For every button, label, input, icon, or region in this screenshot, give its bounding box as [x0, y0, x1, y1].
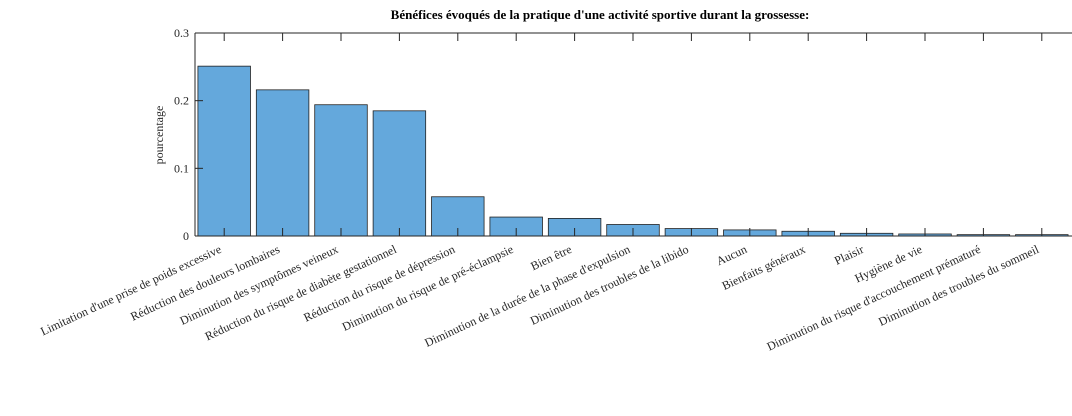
y-tick-label: 0.1: [174, 161, 189, 175]
y-tick-label: 0.3: [174, 26, 189, 40]
bar: [314, 104, 368, 237]
bar: [372, 110, 427, 237]
bar: [255, 89, 310, 237]
y-tick-label: 0.2: [174, 94, 189, 108]
x-tick-label: Bien être: [528, 242, 573, 273]
y-axis-label: pourcentage: [152, 106, 166, 165]
x-tick-label: Aucun: [714, 242, 749, 268]
y-tick-label: 0: [183, 229, 189, 243]
x-tick-label: Plaisir: [832, 242, 866, 268]
chart-title: Bénéfices évoqués de la pratique d'une a…: [391, 7, 810, 22]
bar: [197, 65, 251, 237]
